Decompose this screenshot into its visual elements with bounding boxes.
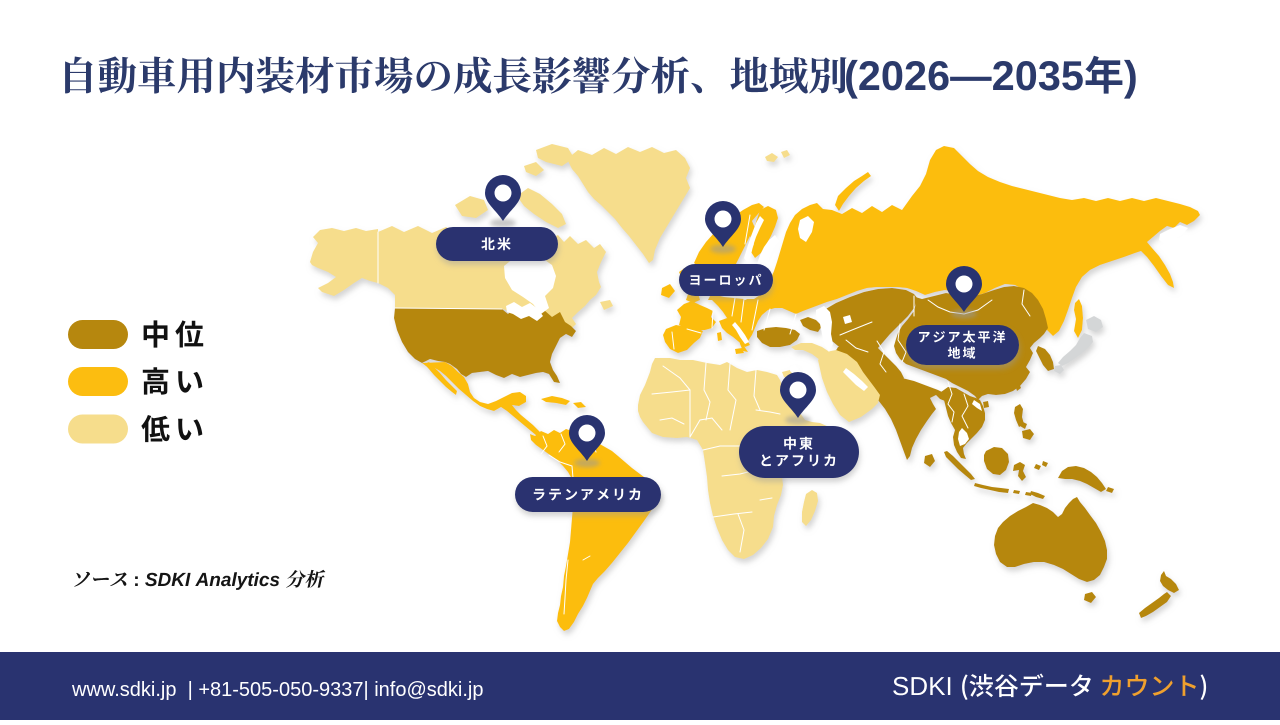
svg-text:www.sdki.jp | +81-505-050-933: www.sdki.jp | +81-505-050-9337| info@sdk… <box>71 679 483 701</box>
